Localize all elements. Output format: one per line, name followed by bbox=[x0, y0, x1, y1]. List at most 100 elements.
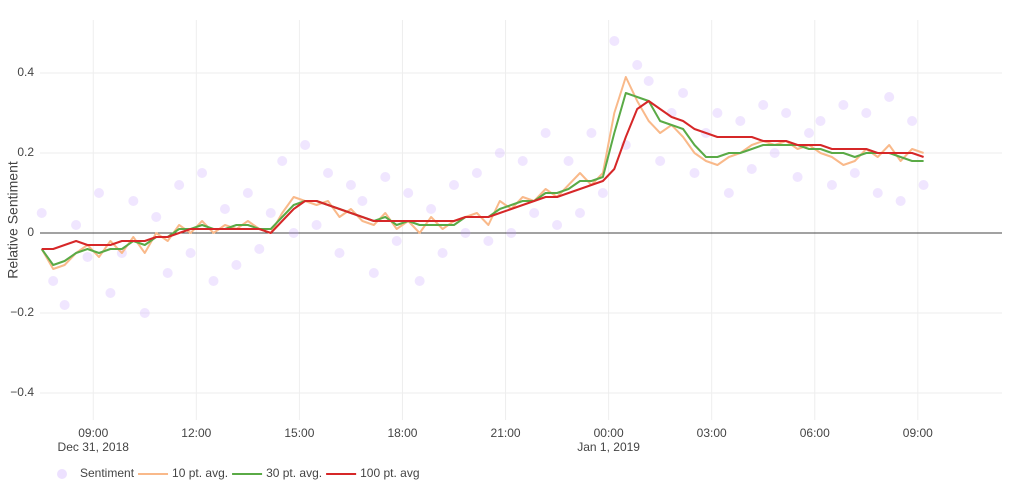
sentiment-point bbox=[540, 128, 551, 138]
sentiment-point bbox=[71, 220, 82, 230]
sentiment-point bbox=[380, 172, 391, 182]
sentiment-point bbox=[804, 128, 815, 138]
sentiment-point bbox=[391, 236, 402, 246]
sentiment-point bbox=[185, 248, 196, 258]
sentiment-point bbox=[357, 196, 368, 206]
sentiment-point bbox=[93, 188, 104, 198]
sentiment-point bbox=[139, 308, 150, 318]
sentiment-point bbox=[48, 276, 59, 286]
sentiment-point bbox=[884, 92, 895, 102]
x-tick-label: 06:00 bbox=[800, 426, 830, 440]
sentiment-point bbox=[815, 116, 826, 126]
sentiment-point bbox=[632, 60, 643, 70]
sentiment-point bbox=[151, 212, 162, 222]
sentiment-point bbox=[735, 116, 746, 126]
y-tick-label: 0.2 bbox=[17, 145, 34, 159]
legend-label: Sentiment bbox=[80, 466, 135, 480]
legend-marker bbox=[57, 469, 67, 479]
sentiment-point bbox=[311, 220, 322, 230]
sentiment-point bbox=[643, 76, 654, 86]
sentiment-point bbox=[494, 148, 505, 158]
y-tick-label: 0 bbox=[27, 225, 34, 239]
x-tick-label: 21:00 bbox=[491, 426, 521, 440]
x-tick-label: 03:00 bbox=[697, 426, 727, 440]
sentiment-point bbox=[792, 172, 803, 182]
sentiment-point bbox=[597, 188, 608, 198]
sentiment-point bbox=[460, 228, 471, 238]
legend-label: 30 pt. avg. bbox=[266, 466, 322, 480]
sentiment-point bbox=[345, 180, 356, 190]
sentiment-point bbox=[563, 156, 574, 166]
sentiment-point bbox=[105, 288, 116, 298]
sentiment-point bbox=[506, 228, 517, 238]
sentiment-point bbox=[82, 252, 93, 262]
sentiment-point bbox=[208, 276, 219, 286]
x-tick-label: 09:00 bbox=[903, 426, 933, 440]
x-tick-label: 18:00 bbox=[387, 426, 417, 440]
sentiment-point bbox=[746, 164, 757, 174]
sentiment-point bbox=[403, 188, 414, 198]
sentiment-point bbox=[197, 168, 208, 178]
sentiment-point bbox=[838, 100, 849, 110]
y-tick-label: 0.4 bbox=[17, 65, 34, 79]
sentiment-point bbox=[174, 180, 185, 190]
sentiment-point bbox=[678, 88, 689, 98]
sentiment-point bbox=[849, 168, 860, 178]
sentiment-point bbox=[426, 204, 437, 214]
sentiment-point bbox=[907, 116, 918, 126]
sentiment-point bbox=[483, 236, 494, 246]
sentiment-point bbox=[872, 188, 883, 198]
legend-label: 10 pt. avg. bbox=[172, 466, 228, 480]
sentiment-point bbox=[437, 248, 448, 258]
series-line bbox=[40, 76, 924, 270]
sentiment-point bbox=[449, 180, 460, 190]
sentiment-point bbox=[517, 156, 528, 166]
sentiment-point bbox=[471, 168, 482, 178]
sentiment-point bbox=[219, 204, 230, 214]
sentiment-point bbox=[368, 268, 379, 278]
sentiment-point bbox=[242, 188, 253, 198]
sentiment-point bbox=[254, 244, 265, 254]
sentiment-point bbox=[128, 196, 139, 206]
x-tick-date: Jan 1, 2019 bbox=[577, 440, 640, 454]
sentiment-point bbox=[918, 180, 929, 190]
sentiment-point bbox=[277, 156, 288, 166]
x-tick-label: 00:00 bbox=[594, 426, 624, 440]
sentiment-point bbox=[723, 188, 734, 198]
x-tick-label: 09:00 bbox=[78, 426, 108, 440]
sentiment-point bbox=[586, 128, 597, 138]
sentiment-point bbox=[288, 228, 299, 238]
sentiment-point bbox=[758, 100, 769, 110]
sentiment-point bbox=[300, 140, 311, 150]
sentiment-point bbox=[552, 220, 563, 230]
sentiment-point bbox=[162, 268, 173, 278]
sentiment-point bbox=[712, 108, 723, 118]
sentiment-point bbox=[574, 208, 585, 218]
sentiment-point bbox=[529, 208, 540, 218]
legend-label: 100 pt. avg bbox=[360, 466, 419, 480]
sentiment-point bbox=[895, 196, 906, 206]
sentiment-point bbox=[59, 300, 70, 310]
sentiment-point bbox=[414, 276, 425, 286]
y-tick-label: −0.4 bbox=[10, 385, 34, 399]
x-tick-date: Dec 31, 2018 bbox=[58, 440, 130, 454]
sentiment-point bbox=[609, 36, 620, 46]
x-tick-label: 12:00 bbox=[181, 426, 211, 440]
sentiment-point bbox=[231, 260, 242, 270]
series-line bbox=[41, 100, 924, 250]
sentiment-point bbox=[36, 208, 47, 218]
x-tick-label: 15:00 bbox=[284, 426, 314, 440]
sentiment-point bbox=[861, 108, 872, 118]
sentiment-point bbox=[265, 208, 276, 218]
y-tick-label: −0.2 bbox=[10, 305, 34, 319]
series-line bbox=[40, 92, 924, 266]
sentiment-point bbox=[655, 156, 666, 166]
sentiment-point bbox=[826, 180, 837, 190]
sentiment-point bbox=[781, 108, 792, 118]
sentiment-point bbox=[334, 248, 345, 258]
sentiment-point bbox=[769, 148, 780, 158]
y-axis-title: Relative Sentiment bbox=[5, 161, 21, 279]
sentiment-point bbox=[323, 168, 334, 178]
sentiment-point bbox=[689, 168, 700, 178]
